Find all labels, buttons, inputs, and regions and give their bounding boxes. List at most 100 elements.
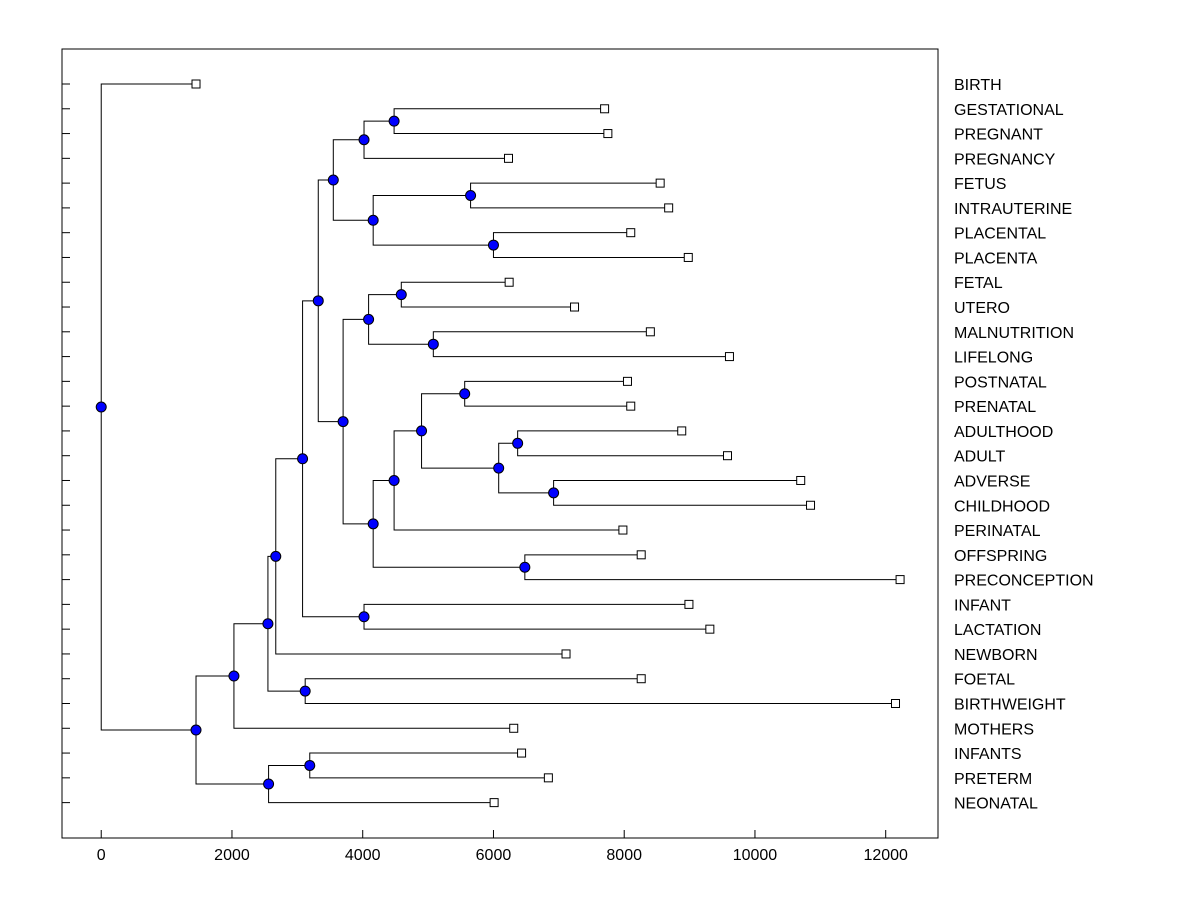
leaf-marker: [618, 525, 628, 535]
dendrogram-link: [393, 121, 608, 135]
x-tick-label: 2000: [214, 847, 250, 864]
dendrogram-link: [363, 603, 689, 617]
leaf-label: LIFELONG: [954, 350, 1033, 367]
leaf-marker: [645, 327, 655, 337]
merge-node: [358, 611, 370, 623]
leaf-marker: [683, 252, 693, 262]
merge-node: [327, 174, 339, 186]
dendrogram-link: [100, 407, 197, 731]
dendrogram-link: [363, 120, 395, 140]
leaf-marker: [504, 277, 514, 287]
dendrogram-link: [317, 179, 334, 301]
leaf-marker: [705, 624, 715, 634]
dendrogram-link: [368, 319, 434, 345]
leaf-marker: [664, 203, 674, 213]
leaf-marker: [895, 575, 905, 585]
dendrogram-link: [195, 730, 269, 785]
leaf-label: UTERO: [954, 300, 1010, 317]
leaf-marker: [622, 376, 632, 386]
dendrogram-link: [498, 442, 518, 469]
dendrogram-link: [464, 393, 631, 407]
leaf-marker: [796, 475, 806, 485]
leaf-label: BIRTH: [954, 77, 1002, 94]
leaf-label: PREGNANT: [954, 127, 1043, 144]
leaf-marker: [636, 550, 646, 560]
leaf-marker: [570, 302, 580, 312]
leaf-marker: [626, 401, 636, 411]
leaf-marker: [517, 748, 527, 758]
plot-frame: [61, 48, 939, 839]
leaf-marker: [603, 129, 613, 139]
dendrogram-link: [268, 764, 310, 785]
dendrogram-link: [275, 556, 567, 655]
dendrogram-link: [432, 344, 730, 358]
leaf-label: NEONATAL: [954, 796, 1038, 813]
leaf-label: GESTATIONAL: [954, 102, 1064, 119]
leaf-label: PRENATAL: [954, 399, 1036, 416]
dendrogram-link: [100, 83, 197, 408]
merge-node: [337, 416, 349, 428]
merge-node: [388, 115, 400, 127]
merge-node: [395, 289, 407, 301]
merge-node: [262, 618, 274, 630]
leaf-label: INFANT: [954, 597, 1011, 614]
leaf-label: INFANTS: [954, 746, 1022, 763]
dendrogram-link: [524, 554, 642, 568]
leaf-marker: [722, 451, 732, 461]
leaf-label: ADULT: [954, 449, 1005, 466]
leaf-marker: [724, 352, 734, 362]
leaf-label: ADVERSE: [954, 473, 1030, 490]
merge-node: [493, 462, 505, 474]
merge-node: [299, 685, 311, 697]
leaf-marker: [677, 426, 687, 436]
leaf-label: PREGNANCY: [954, 151, 1056, 168]
merge-node: [367, 214, 379, 226]
leaf-marker: [806, 500, 816, 510]
dendrogram-link: [302, 300, 319, 459]
merge-node: [487, 239, 499, 251]
dendrogram-link: [342, 318, 369, 422]
x-tick-label: 8000: [606, 847, 642, 864]
leaf-marker: [561, 649, 571, 659]
dendrogram-link: [524, 567, 901, 581]
dendrogram-link: [363, 139, 509, 159]
leaf-marker: [684, 599, 694, 609]
dendrogram-link: [421, 430, 499, 469]
dendrogram-link: [317, 300, 344, 423]
dendrogram-link: [553, 492, 811, 506]
leaf-marker: [891, 699, 901, 708]
leaf-marker: [543, 773, 553, 783]
merge-node: [388, 474, 400, 486]
dendrogram-link: [492, 232, 631, 246]
dendrogram-link: [372, 220, 494, 246]
leaf-label: OFFSPRING: [954, 548, 1047, 565]
dendrogram-link: [233, 676, 514, 729]
leaf-label: PRETERM: [954, 771, 1032, 788]
leaf-label: FETAL: [954, 275, 1003, 292]
leaf-label: PRECONCEPTION: [954, 573, 1094, 590]
dendrogram-link: [372, 523, 525, 568]
merge-node: [304, 759, 316, 771]
dendrogram-link: [332, 139, 365, 181]
dendrogram-link: [332, 180, 374, 221]
leaf-label: PERINATAL: [954, 523, 1041, 540]
dendrogram-link: [400, 281, 510, 295]
leaf-marker: [655, 178, 665, 188]
leaf-label: MOTHERS: [954, 721, 1034, 738]
dendrogram-link: [470, 182, 661, 196]
merge-node: [548, 487, 560, 499]
merge-node: [297, 453, 309, 465]
dendrogram-link: [275, 458, 303, 557]
leaf-marker: [509, 723, 519, 733]
dendrogram-link: [267, 623, 306, 692]
merge-node: [416, 425, 428, 437]
dendrogram-link: [393, 108, 605, 122]
merge-node: [95, 401, 107, 413]
dendrogram-link: [342, 421, 374, 525]
merge-node: [270, 550, 282, 562]
dendrogram-link: [368, 294, 402, 320]
dendrogram-link: [492, 245, 689, 258]
leaf-label: MALNUTRITION: [954, 325, 1074, 342]
merge-node: [358, 134, 370, 146]
dendrogram-link: [309, 752, 522, 766]
